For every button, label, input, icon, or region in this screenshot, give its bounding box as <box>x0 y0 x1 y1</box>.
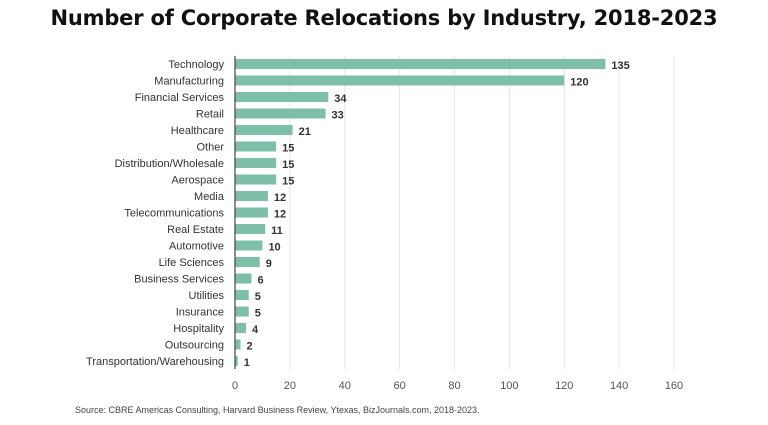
bar <box>235 339 241 350</box>
data-label: 15 <box>282 159 294 171</box>
bar <box>235 108 326 119</box>
data-label: 5 <box>255 291 261 303</box>
data-label: 21 <box>299 126 311 138</box>
bar <box>235 75 565 86</box>
category-label: Automotive <box>169 241 224 253</box>
category-label: Aerospace <box>171 175 224 187</box>
bar <box>235 141 277 152</box>
x-tick-label: 20 <box>284 380 296 392</box>
category-label: Hospitality <box>173 323 224 335</box>
bar <box>235 174 277 185</box>
chart-title: Number of Corporate Relocations by Indus… <box>50 6 718 30</box>
data-label: 135 <box>611 60 629 72</box>
category-label: Healthcare <box>171 125 224 137</box>
bar <box>235 240 263 251</box>
category-label: Technology <box>168 59 224 71</box>
category-label: Retail <box>196 109 224 121</box>
bar <box>235 158 277 168</box>
category-label: Media <box>194 191 225 203</box>
x-tick-label: 80 <box>448 380 460 392</box>
category-label: Transportation/Warehousing <box>86 356 224 368</box>
category-label: Real Estate <box>167 224 224 236</box>
data-label: 15 <box>282 176 294 188</box>
x-tick-label: 140 <box>610 380 628 392</box>
bar <box>235 257 260 267</box>
bar <box>235 224 266 234</box>
data-label: 10 <box>268 242 280 254</box>
category-label: Life Sciences <box>159 257 225 269</box>
x-tick-label: 0 <box>232 380 238 392</box>
category-label: Manufacturing <box>154 76 224 88</box>
data-label: 15 <box>282 143 294 155</box>
bar <box>235 125 293 135</box>
category-label: Other <box>196 142 224 154</box>
x-tick-label: 60 <box>394 380 406 392</box>
data-label: 120 <box>570 77 588 89</box>
x-tick-label: 160 <box>665 380 683 392</box>
data-label: 34 <box>334 93 347 105</box>
bar <box>235 290 249 300</box>
category-label: Insurance <box>176 307 224 319</box>
category-label: Business Services <box>134 274 224 286</box>
category-label: Utilities <box>189 290 225 302</box>
category-label: Financial Services <box>135 92 225 104</box>
data-label: 1 <box>244 357 250 369</box>
data-label: 9 <box>266 258 272 270</box>
data-label: 12 <box>274 192 286 204</box>
bar-chart: 0 20 40 60 80 100 120 140 160 Technology 135 Manufa… <box>86 56 683 392</box>
category-label: Outsourcing <box>165 340 224 352</box>
data-label: 4 <box>252 324 259 336</box>
category-label: Telecommunications <box>124 208 224 220</box>
data-label: 12 <box>274 209 286 221</box>
bar <box>235 59 606 69</box>
data-label: 5 <box>255 308 261 320</box>
data-label: 2 <box>246 341 252 353</box>
x-tick-label: 40 <box>339 380 351 392</box>
data-label: 33 <box>332 110 344 122</box>
x-tick-label: 100 <box>500 380 518 392</box>
bar <box>235 207 268 218</box>
bar <box>235 273 252 284</box>
bar <box>235 191 268 201</box>
bar <box>235 306 249 317</box>
data-label: 11 <box>271 225 283 237</box>
source-note: Source: CBRE Americas Consulting, Harvar… <box>75 405 480 415</box>
category-label: Distribution/Wholesale <box>115 158 224 170</box>
bar <box>235 356 238 366</box>
bar <box>235 92 329 102</box>
data-label: 6 <box>257 275 263 287</box>
x-tick-label: 120 <box>555 380 573 392</box>
bar <box>235 323 246 333</box>
